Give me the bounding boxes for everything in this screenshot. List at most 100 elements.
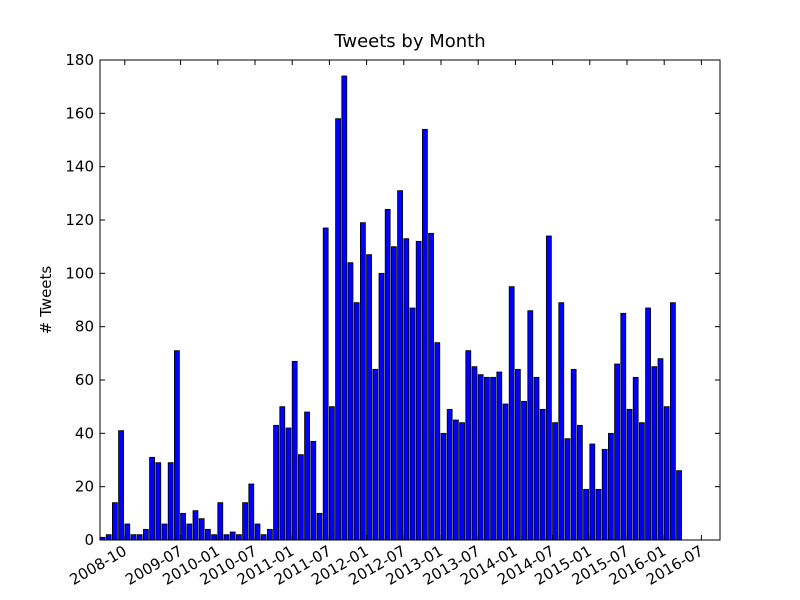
bar	[620, 312, 627, 541]
bar	[359, 222, 366, 541]
bar	[558, 302, 565, 541]
bar	[372, 368, 379, 541]
bar	[639, 422, 645, 541]
bar	[546, 235, 552, 541]
bar	[112, 502, 118, 541]
bar	[310, 440, 317, 541]
bar	[459, 422, 465, 541]
y-tick-label: 100	[65, 264, 94, 282]
bar	[297, 454, 304, 541]
bar	[248, 483, 255, 541]
bar	[496, 371, 503, 541]
bar	[626, 408, 633, 541]
bar	[527, 310, 534, 541]
y-tick-label: 140	[65, 158, 94, 176]
bar	[502, 403, 509, 541]
bar	[434, 342, 441, 541]
bar	[515, 368, 521, 541]
bar	[198, 518, 205, 541]
y-tick-label: 120	[65, 211, 94, 229]
bar	[266, 528, 273, 541]
bar	[328, 406, 335, 541]
bar	[521, 400, 527, 541]
bar	[632, 376, 639, 541]
bar	[390, 246, 397, 541]
bar	[552, 422, 558, 541]
bar	[421, 128, 428, 541]
bar	[173, 350, 180, 541]
bar	[180, 512, 186, 541]
bar	[242, 502, 248, 541]
bar	[366, 254, 372, 541]
bar	[490, 376, 496, 541]
bar	[322, 227, 329, 541]
bar	[670, 302, 676, 541]
bar	[211, 534, 217, 541]
bar	[285, 427, 292, 541]
bar	[118, 430, 124, 541]
bar	[471, 366, 478, 541]
bar	[155, 462, 162, 541]
bar	[136, 534, 143, 541]
bar	[204, 528, 211, 541]
bar	[149, 456, 155, 541]
bar	[564, 438, 571, 541]
bar	[161, 523, 168, 541]
bar	[570, 368, 577, 541]
bar	[105, 534, 112, 541]
bar	[465, 350, 472, 541]
bar	[130, 534, 137, 541]
bar	[335, 118, 341, 541]
bar	[223, 534, 230, 541]
bar	[260, 534, 267, 541]
bar	[192, 510, 199, 541]
bar	[415, 240, 422, 541]
y-tick-label: 40	[75, 424, 94, 442]
bar	[452, 419, 459, 541]
bar	[477, 374, 484, 541]
bar	[353, 302, 360, 541]
bar	[645, 307, 651, 541]
bar	[217, 502, 224, 541]
bar	[186, 523, 193, 541]
bar	[446, 408, 453, 541]
bar	[440, 432, 447, 541]
chart-title: Tweets by Month	[333, 31, 485, 52]
bar	[595, 488, 602, 541]
plot-frame	[99, 59, 721, 541]
bar	[378, 272, 385, 541]
y-tick-label: 80	[75, 318, 94, 336]
bar	[428, 232, 434, 541]
bar	[403, 238, 410, 541]
bar	[142, 528, 149, 541]
bar	[577, 424, 583, 541]
bar	[347, 262, 354, 541]
bar	[508, 286, 515, 541]
bar	[409, 307, 416, 541]
bar	[483, 376, 490, 541]
bar	[304, 411, 310, 541]
bar	[663, 406, 670, 541]
bar	[601, 448, 608, 541]
bar	[397, 190, 403, 541]
bar	[341, 75, 348, 541]
bar	[657, 358, 664, 541]
bar	[608, 432, 614, 541]
y-tick-label: 0	[84, 531, 94, 549]
bar	[533, 376, 540, 541]
bar	[539, 408, 546, 541]
bar	[589, 443, 596, 541]
bar	[273, 424, 279, 541]
bar	[651, 366, 658, 541]
y-tick-label: 60	[75, 371, 94, 389]
y-tick-label: 180	[65, 51, 94, 69]
bar	[676, 470, 682, 541]
bar	[384, 208, 391, 541]
y-tick-label: 160	[65, 104, 94, 122]
bar	[235, 534, 242, 541]
bar	[124, 523, 131, 541]
y-tick-label: 20	[75, 478, 94, 496]
bar	[291, 360, 298, 541]
bar	[614, 363, 620, 541]
